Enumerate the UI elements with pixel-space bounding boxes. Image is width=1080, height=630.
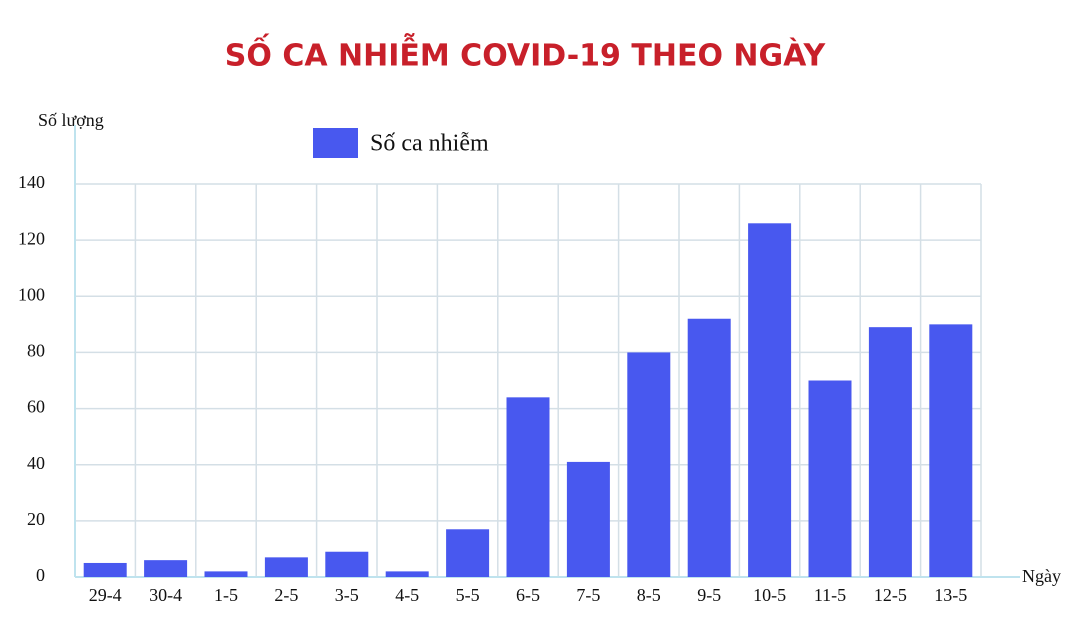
x-tick-label: 12-5 bbox=[874, 585, 907, 605]
x-tick-label: 5-5 bbox=[456, 585, 480, 605]
legend-label: Số ca nhiễm bbox=[370, 131, 489, 157]
bar bbox=[808, 380, 852, 577]
x-tick-label: 3-5 bbox=[335, 585, 359, 605]
bar bbox=[627, 352, 671, 577]
bar bbox=[687, 318, 731, 577]
x-tick-label: 2-5 bbox=[274, 585, 298, 605]
y-tick-label: 0 bbox=[36, 565, 45, 585]
y-tick-label: 80 bbox=[27, 341, 45, 361]
legend-swatch bbox=[313, 128, 358, 158]
y-tick-label: 20 bbox=[27, 509, 45, 529]
x-tick-label: 11-5 bbox=[814, 585, 846, 605]
bar bbox=[506, 397, 550, 577]
y-tick-label: 100 bbox=[18, 284, 45, 304]
y-tick-label: 40 bbox=[27, 453, 45, 473]
y-tick-label: 140 bbox=[18, 172, 45, 192]
y-tick-label: 120 bbox=[18, 228, 45, 248]
bar bbox=[446, 529, 490, 577]
bar bbox=[204, 571, 248, 577]
x-tick-label: 10-5 bbox=[753, 585, 786, 605]
x-tick-label: 6-5 bbox=[516, 585, 540, 605]
bar bbox=[748, 223, 792, 578]
bar bbox=[566, 461, 610, 577]
x-tick-label: 8-5 bbox=[637, 585, 661, 605]
x-tick-label: 4-5 bbox=[395, 585, 419, 605]
x-axis-label: Ngày bbox=[1022, 566, 1061, 586]
bar bbox=[929, 324, 973, 577]
x-tick-label: 29-4 bbox=[89, 585, 122, 605]
x-tick-label: 1-5 bbox=[214, 585, 238, 605]
bar bbox=[144, 560, 188, 577]
bar bbox=[868, 327, 912, 577]
x-tick-label: 30-4 bbox=[149, 585, 182, 605]
x-tick-label: 7-5 bbox=[576, 585, 600, 605]
bar bbox=[325, 551, 369, 577]
y-axis-label: Số lượng bbox=[38, 110, 104, 130]
bar bbox=[83, 562, 127, 577]
bar bbox=[385, 571, 429, 577]
y-tick-label: 60 bbox=[27, 397, 45, 417]
bar bbox=[264, 557, 308, 577]
x-tick-label: 13-5 bbox=[934, 585, 967, 605]
chart-title: SỐ CA NHIỄM COVID-19 THEO NGÀY bbox=[225, 33, 827, 74]
x-tick-label: 9-5 bbox=[697, 585, 721, 605]
